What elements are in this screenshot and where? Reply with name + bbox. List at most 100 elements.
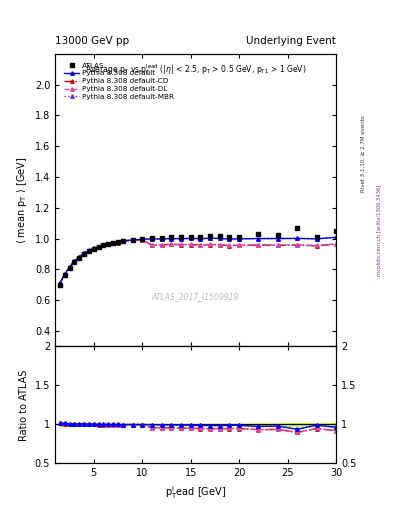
- Pythia 8.308 default-MBR: [227, 236, 232, 242]
- ATLAS: [62, 272, 67, 279]
- Pythia 8.308 default-MBR: [314, 236, 319, 242]
- Pythia 8.308 default-CD: [275, 242, 280, 248]
- Pythia 8.308 default-DL: [150, 242, 154, 248]
- Pythia 8.308 default-CD: [140, 237, 145, 243]
- Pythia 8.308 default-MBR: [121, 238, 125, 244]
- Pythia 8.308 default: [86, 247, 91, 253]
- ATLAS: [96, 244, 101, 250]
- Pythia 8.308 default: [217, 236, 222, 242]
- Pythia 8.308 default: [116, 239, 120, 245]
- Pythia 8.308 default-DL: [208, 241, 212, 247]
- ATLAS: [82, 251, 86, 257]
- Pythia 8.308 default-CD: [217, 242, 222, 248]
- Pythia 8.308 default-CD: [82, 250, 86, 257]
- Pythia 8.308 default-DL: [275, 242, 280, 248]
- Pythia 8.308 default-CD: [62, 271, 67, 278]
- Pythia 8.308 default-DL: [72, 258, 77, 264]
- Pythia 8.308 default-MBR: [179, 236, 184, 242]
- Pythia 8.308 default-CD: [86, 248, 91, 254]
- Pythia 8.308 default-CD: [295, 242, 299, 248]
- ATLAS: [57, 282, 62, 288]
- Pythia 8.308 default: [256, 236, 261, 242]
- Pythia 8.308 default: [208, 235, 212, 241]
- Y-axis label: $\langle$ mean p$_{\rm T}$ $\rangle$ [GeV]: $\langle$ mean p$_{\rm T}$ $\rangle$ [Ge…: [15, 156, 29, 244]
- Pythia 8.308 default: [237, 236, 241, 242]
- Pythia 8.308 default-DL: [106, 241, 111, 247]
- Pythia 8.308 default-MBR: [92, 245, 96, 251]
- Pythia 8.308 default-CD: [92, 246, 96, 252]
- Pythia 8.308 default-CD: [121, 238, 125, 244]
- Pythia 8.308 default-MBR: [62, 271, 67, 277]
- Pythia 8.308 default: [92, 245, 96, 251]
- Pythia 8.308 default: [159, 236, 164, 242]
- Pythia 8.308 default: [82, 250, 86, 256]
- ATLAS: [275, 232, 280, 238]
- Pythia 8.308 default-DL: [82, 250, 86, 257]
- Pythia 8.308 default: [96, 244, 101, 250]
- Pythia 8.308 default-CD: [72, 258, 77, 264]
- Pythia 8.308 default-CD: [116, 240, 120, 246]
- Pythia 8.308 default-DL: [256, 242, 261, 248]
- Pythia 8.308 default-MBR: [82, 250, 86, 257]
- Text: mcplots.cern.ch [arXiv:1306.3436]: mcplots.cern.ch [arXiv:1306.3436]: [377, 185, 382, 276]
- Pythia 8.308 default-CD: [77, 254, 82, 261]
- ATLAS: [217, 232, 222, 239]
- Line: ATLAS: ATLAS: [57, 226, 338, 287]
- Pythia 8.308 default-DL: [86, 248, 91, 254]
- Pythia 8.308 default-MBR: [237, 236, 241, 242]
- Pythia 8.308 default-CD: [227, 243, 232, 249]
- Pythia 8.308 default-CD: [314, 243, 319, 249]
- Pythia 8.308 default-MBR: [275, 236, 280, 242]
- ATLAS: [256, 231, 261, 237]
- ATLAS: [198, 233, 203, 240]
- ATLAS: [169, 234, 174, 241]
- Pythia 8.308 default-DL: [140, 237, 145, 243]
- Pythia 8.308 default-MBR: [67, 264, 72, 270]
- Pythia 8.308 default-DL: [96, 244, 101, 250]
- Pythia 8.308 default-MBR: [116, 239, 120, 245]
- Pythia 8.308 default-CD: [256, 242, 261, 248]
- ATLAS: [101, 242, 106, 248]
- Pythia 8.308 default: [72, 258, 77, 264]
- Pythia 8.308 default-MBR: [198, 236, 203, 242]
- Pythia 8.308 default: [62, 271, 67, 277]
- Pythia 8.308 default: [150, 236, 154, 242]
- ATLAS: [67, 265, 72, 271]
- Pythia 8.308 default: [227, 236, 232, 242]
- Text: Rivet 3.1.10, ≥ 2.7M events: Rivet 3.1.10, ≥ 2.7M events: [361, 115, 366, 192]
- Pythia 8.308 default-DL: [227, 242, 232, 248]
- Text: 13000 GeV pp: 13000 GeV pp: [55, 36, 129, 46]
- Pythia 8.308 default-CD: [106, 241, 111, 247]
- Pythia 8.308 default: [111, 240, 116, 246]
- Pythia 8.308 default-CD: [334, 241, 338, 247]
- ATLAS: [121, 238, 125, 244]
- ATLAS: [208, 233, 212, 239]
- Pythia 8.308 default-MBR: [101, 242, 106, 248]
- ATLAS: [140, 236, 145, 242]
- Pythia 8.308 default-DL: [159, 242, 164, 248]
- Text: Underlying Event: Underlying Event: [246, 36, 336, 46]
- Pythia 8.308 default-MBR: [72, 258, 77, 264]
- ATLAS: [227, 234, 232, 240]
- Pythia 8.308 default-MBR: [217, 236, 222, 242]
- ATLAS: [111, 240, 116, 246]
- Pythia 8.308 default-MBR: [208, 235, 212, 241]
- Pythia 8.308 default-CD: [111, 240, 116, 246]
- Line: Pythia 8.308 default-CD: Pythia 8.308 default-CD: [58, 238, 338, 285]
- Pythia 8.308 default-CD: [169, 241, 174, 247]
- Text: ATLAS_2017_I1509919: ATLAS_2017_I1509919: [152, 292, 239, 301]
- Pythia 8.308 default-MBR: [111, 240, 116, 246]
- Pythia 8.308 default-MBR: [169, 236, 174, 242]
- ATLAS: [150, 235, 154, 241]
- ATLAS: [295, 225, 299, 231]
- X-axis label: p$_{\rm T}^{\rm l}$ead [GeV]: p$_{\rm T}^{\rm l}$ead [GeV]: [165, 484, 226, 501]
- Pythia 8.308 default-CD: [159, 242, 164, 248]
- ATLAS: [237, 234, 241, 240]
- ATLAS: [92, 245, 96, 251]
- Pythia 8.308 default-MBR: [256, 236, 261, 242]
- Line: Pythia 8.308 default-MBR: Pythia 8.308 default-MBR: [58, 236, 338, 285]
- ATLAS: [334, 228, 338, 234]
- Line: Pythia 8.308 default: Pythia 8.308 default: [58, 236, 338, 285]
- Pythia 8.308 default-CD: [150, 242, 154, 248]
- Pythia 8.308 default: [140, 236, 145, 242]
